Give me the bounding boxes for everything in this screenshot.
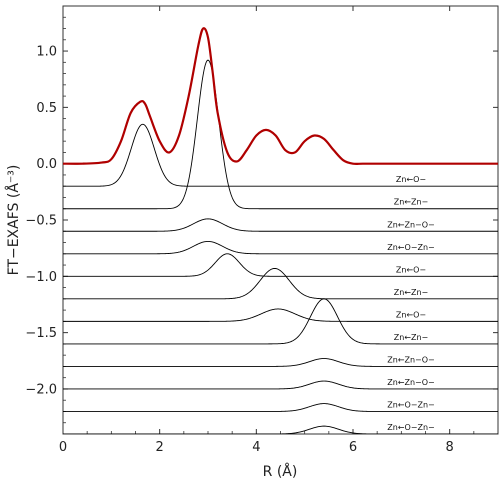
x-tick-label: 2 <box>156 440 164 455</box>
path-curve-2 <box>63 218 498 232</box>
path-label-6: Zn←O− <box>396 310 426 319</box>
total-curve <box>63 27 498 166</box>
path-curve-9 <box>63 380 498 390</box>
path-labels: Zn←O− Zn←Zn− Zn←Zn−O− Zn←O−Zn− Zn←O− Zn←Zn− Zn… <box>387 175 435 432</box>
path-label-5: Zn←Zn− <box>394 288 429 297</box>
path-curve-3 <box>63 240 498 255</box>
path-curve-7 <box>63 298 498 345</box>
x-tick-label: 4 <box>252 440 260 455</box>
x-tick-label: 6 <box>349 440 357 455</box>
path-curve-11 <box>63 425 498 434</box>
path-curve-10 <box>63 403 498 412</box>
path-label-4: Zn←O− <box>396 265 426 274</box>
y-axis-ticks: 1.0 0.5 0.0 −0.5 −1.0 −1.5 −2.0 <box>25 5 498 435</box>
path-label-11: Zn←O−Zn− <box>387 423 435 432</box>
path-label-0: Zn←O− <box>396 175 426 184</box>
path-curve-0 <box>63 123 498 187</box>
x-tick-label: 8 <box>446 440 454 455</box>
path-label-9: Zn←Zn−O− <box>387 378 435 387</box>
y-tick-label: −0.5 <box>25 214 57 229</box>
path-label-8: Zn←Zn−O− <box>387 355 435 364</box>
path-label-2: Zn←Zn−O− <box>387 220 435 229</box>
y-tick-label: 1.0 <box>36 45 57 60</box>
path-label-7: Zn←Zn− <box>394 333 429 342</box>
path-curve-5 <box>63 267 498 300</box>
y-tick-label: −1.5 <box>25 326 57 341</box>
path-label-10: Zn←O−Zn− <box>387 400 435 409</box>
path-label-3: Zn←O−Zn− <box>387 243 435 252</box>
x-axis-ticks: 0 2 4 6 8 <box>59 6 475 455</box>
x-tick-label: 0 <box>59 440 67 455</box>
y-tick-label: −1.0 <box>25 270 57 285</box>
path-curve-6 <box>63 308 498 322</box>
path-curve-1 <box>63 59 498 210</box>
y-tick-label: 0.0 <box>36 157 57 172</box>
y-tick-label: 0.5 <box>36 101 57 116</box>
path-curves <box>63 59 498 434</box>
x-axis-title: R (Å) <box>263 463 298 480</box>
y-tick-label: −2.0 <box>25 382 57 397</box>
path-label-1: Zn←Zn− <box>394 198 429 207</box>
total-curve-layer <box>63 27 498 166</box>
path-curve-4 <box>63 253 498 277</box>
y-axis-title: FT−EXAFS (Å⁻³) <box>5 165 22 276</box>
path-curve-8 <box>63 358 498 367</box>
